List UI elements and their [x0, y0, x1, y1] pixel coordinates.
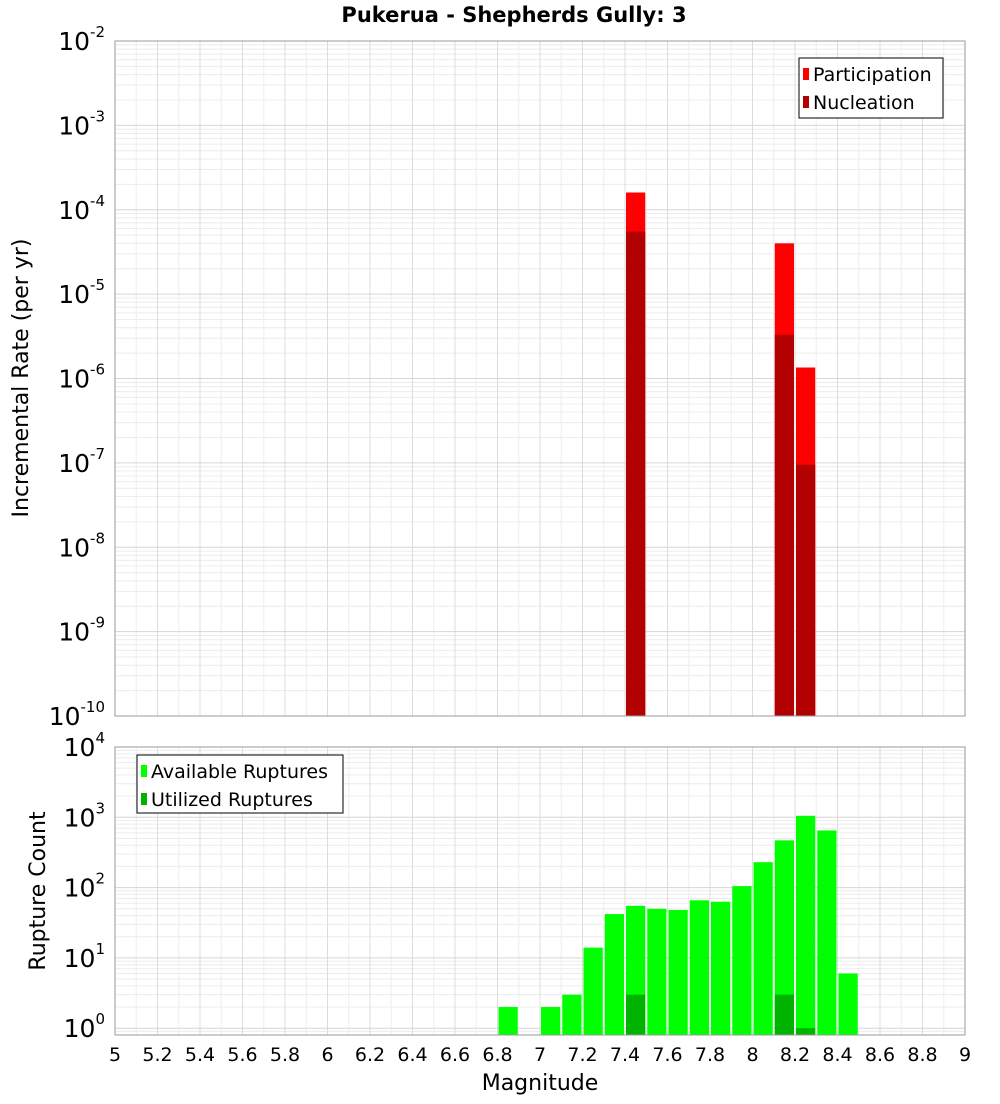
legend-swatch	[803, 68, 809, 80]
bar-primary	[838, 973, 858, 1035]
x-tick-label: 8.2	[780, 1044, 810, 1066]
legend-box	[136, 754, 344, 814]
legend-label: Utilized Ruptures	[151, 789, 313, 811]
bar-primary	[668, 910, 688, 1035]
plot-frame	[114, 40, 966, 717]
x-tick-label: 6.2	[355, 1044, 385, 1066]
x-tick-label: 7.8	[695, 1044, 725, 1066]
y-tick-label: 10-9	[58, 614, 105, 647]
y-tick-label: 10-8	[58, 529, 105, 562]
chart-panel-0: 10-10 10-9 10-8 10-7 10-6 10-5 10-4 10-3 10-2 Par…	[49, 23, 966, 731]
x-tick-label: 6.4	[397, 1044, 427, 1066]
x-tick-label: 8.4	[822, 1044, 852, 1066]
bar-primary	[604, 914, 624, 1035]
chart-panel-1: 100 101 102 103 104 Available Ruptures Utilize…	[64, 729, 966, 1043]
x-axis-label: Magnitude	[482, 1071, 599, 1096]
y-axis-label-rate: Incremental Rate (per yr)	[9, 239, 34, 518]
bar-secondary	[774, 994, 794, 1035]
x-tick-label: 6.6	[440, 1044, 470, 1066]
chart-title: Pukerua - Shepherds Gully: 3	[341, 3, 686, 27]
bar-primary	[689, 900, 709, 1035]
x-tick-label: 8.6	[865, 1044, 895, 1066]
legend-swatch	[803, 96, 809, 108]
legend-box	[798, 57, 944, 119]
legend: Available Ruptures Utilized Ruptures	[136, 754, 344, 814]
bar-secondary	[796, 464, 816, 716]
y-tick-label: 10-4	[58, 192, 105, 225]
x-tick-label: 8	[746, 1044, 758, 1066]
y-tick-label: 104	[64, 729, 105, 762]
y-tick-label: 101	[64, 940, 105, 973]
y-tick-label: 10-3	[58, 107, 105, 140]
plot-frame	[114, 746, 966, 1036]
bar-primary	[711, 901, 731, 1035]
bar-primary	[817, 830, 837, 1035]
x-tick-label: 6	[321, 1044, 333, 1066]
bar-primary	[774, 840, 794, 1035]
legend-label: Participation	[813, 64, 932, 86]
legend-label: Available Ruptures	[151, 761, 328, 783]
bar-primary	[647, 908, 667, 1035]
x-tick-label: 7.4	[610, 1044, 640, 1066]
legend-label: Nucleation	[813, 92, 915, 114]
x-tick-label: 7.2	[567, 1044, 597, 1066]
x-tick-label: 8.8	[907, 1044, 937, 1066]
y-tick-label: 100	[64, 1010, 105, 1043]
x-tick-label: 5.4	[185, 1044, 215, 1066]
bar-primary	[796, 815, 816, 1035]
legend: Participation Nucleation	[798, 57, 944, 119]
bar-secondary	[774, 334, 794, 716]
y-axis-label-count: Rupture Count	[26, 811, 51, 971]
legend-swatch	[141, 765, 147, 777]
bar-primary	[732, 886, 752, 1035]
y-tick-label: 10-6	[58, 361, 105, 394]
x-tick-label: 9	[959, 1044, 971, 1066]
bar-secondary	[796, 1028, 816, 1035]
y-tick-label: 102	[64, 870, 105, 903]
x-tick-label: 7	[534, 1044, 546, 1066]
x-tick-label: 5.2	[142, 1044, 172, 1066]
y-tick-label: 10-10	[49, 698, 105, 731]
y-tick-label: 10-2	[58, 23, 105, 56]
legend-swatch	[141, 793, 147, 805]
bar-primary	[583, 947, 603, 1035]
x-tick-label: 5	[109, 1044, 121, 1066]
bar-secondary	[626, 231, 646, 716]
bar-secondary	[626, 994, 646, 1035]
bar-primary	[541, 1007, 561, 1035]
x-tick-label: 5.6	[227, 1044, 257, 1066]
bar-primary	[562, 994, 582, 1035]
bar-primary	[498, 1007, 518, 1035]
y-tick-label: 10-5	[58, 276, 105, 309]
x-tick-label: 7.6	[652, 1044, 682, 1066]
y-tick-label: 103	[64, 799, 105, 832]
x-tick-label: 5.8	[270, 1044, 300, 1066]
bar-primary	[753, 862, 773, 1035]
y-tick-label: 10-7	[58, 445, 105, 478]
x-tick-label: 6.8	[482, 1044, 512, 1066]
